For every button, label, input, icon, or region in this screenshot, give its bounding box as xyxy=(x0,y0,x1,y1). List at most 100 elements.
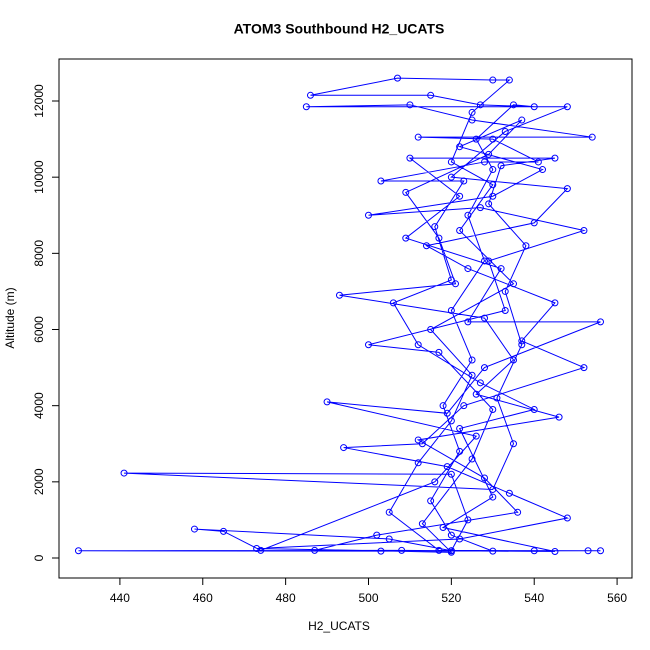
data-point xyxy=(489,405,497,413)
data-point xyxy=(497,265,505,273)
data-point xyxy=(406,154,414,162)
data-point xyxy=(377,547,385,555)
data-point xyxy=(257,546,265,554)
data-point xyxy=(443,463,451,471)
data-point xyxy=(476,379,484,387)
data-point xyxy=(435,546,443,554)
data-point xyxy=(584,547,592,555)
data-point xyxy=(514,508,522,516)
data-point xyxy=(402,234,410,242)
data-point xyxy=(418,520,426,528)
data-point xyxy=(597,318,605,326)
data-point xyxy=(551,154,559,162)
x-tick-label: 540 xyxy=(524,591,544,605)
data-point xyxy=(398,546,406,554)
data-point xyxy=(539,166,547,174)
data-point xyxy=(530,405,538,413)
data-point xyxy=(414,459,422,467)
data-point xyxy=(456,425,464,433)
y-axis-label: Altitude (m) xyxy=(3,287,17,348)
data-point xyxy=(414,341,422,349)
data-point xyxy=(447,548,455,556)
data-point xyxy=(385,535,393,543)
data-point xyxy=(435,348,443,356)
data-point xyxy=(501,306,509,314)
x-axis-label: H2_UCATS xyxy=(308,619,370,633)
data-point xyxy=(518,337,526,345)
data-point xyxy=(485,150,493,158)
data-point xyxy=(468,371,476,379)
data-point xyxy=(555,413,563,421)
y-tick-label: 4000 xyxy=(32,392,46,419)
data-point xyxy=(563,103,571,111)
data-point xyxy=(489,76,497,84)
data-point xyxy=(406,101,414,109)
data-point xyxy=(422,242,430,250)
data-point xyxy=(505,489,513,497)
data-point xyxy=(597,547,605,555)
data-point xyxy=(364,211,372,219)
data-point xyxy=(468,108,476,116)
data-point xyxy=(510,356,518,364)
data-point xyxy=(476,101,484,109)
data-point xyxy=(120,469,128,477)
data-point xyxy=(464,211,472,219)
data-point xyxy=(534,158,542,166)
data-point xyxy=(364,341,372,349)
data-point xyxy=(493,394,501,402)
data-point xyxy=(456,192,464,200)
data-point xyxy=(418,440,426,448)
x-tick-label: 460 xyxy=(193,591,213,605)
x-tick-label: 480 xyxy=(276,591,296,605)
data-point xyxy=(489,547,497,555)
data-point xyxy=(452,280,460,288)
data-point xyxy=(431,478,439,486)
data-point xyxy=(373,531,381,539)
data-point xyxy=(489,485,497,493)
data-point xyxy=(505,76,513,84)
data-point xyxy=(456,143,464,151)
data-point xyxy=(431,223,439,231)
data-point xyxy=(580,226,588,234)
data-point xyxy=(481,474,489,482)
data-point xyxy=(489,493,497,501)
data-point xyxy=(464,265,472,273)
data-point xyxy=(447,531,455,539)
y-tick-label: 0 xyxy=(32,554,46,561)
data-point xyxy=(447,276,455,284)
data-point xyxy=(460,177,468,185)
data-point xyxy=(435,234,443,242)
data-point xyxy=(302,103,310,111)
data-point xyxy=(476,204,484,212)
data-point xyxy=(472,135,480,143)
data-point xyxy=(439,524,447,532)
x-tick-label: 440 xyxy=(110,591,130,605)
data-point xyxy=(447,158,455,166)
data-point xyxy=(551,299,559,307)
data-point xyxy=(74,547,82,555)
data-point xyxy=(460,402,468,410)
data-point xyxy=(518,116,526,124)
data-point xyxy=(323,398,331,406)
data-point xyxy=(530,103,538,111)
data-point xyxy=(468,116,476,124)
data-point xyxy=(447,306,455,314)
data-point xyxy=(427,497,435,505)
data-point xyxy=(510,101,518,109)
data-point xyxy=(335,291,343,299)
data-point xyxy=(481,257,489,265)
y-tick-label: 10000 xyxy=(32,160,46,194)
data-point xyxy=(510,280,518,288)
data-point xyxy=(489,166,497,174)
x-tick-label: 520 xyxy=(441,591,461,605)
data-point xyxy=(377,177,385,185)
data-point xyxy=(510,440,518,448)
data-point xyxy=(439,402,447,410)
data-point xyxy=(311,546,319,554)
data-point xyxy=(464,516,472,524)
data-point xyxy=(530,219,538,227)
data-point xyxy=(551,548,559,556)
y-tick-label: 6000 xyxy=(32,316,46,343)
data-point xyxy=(489,135,497,143)
